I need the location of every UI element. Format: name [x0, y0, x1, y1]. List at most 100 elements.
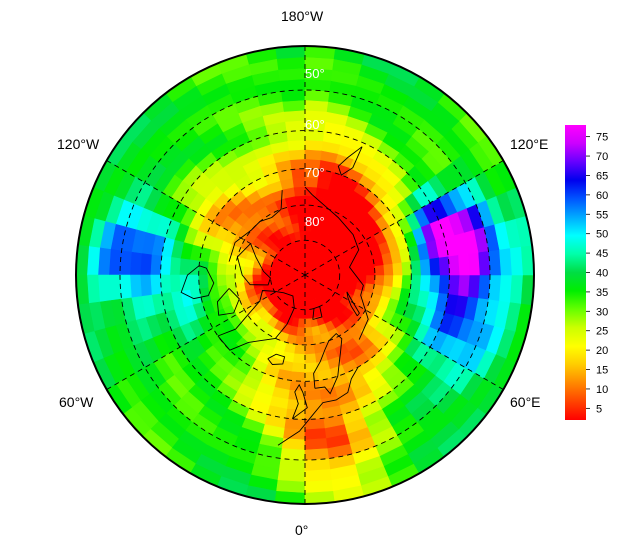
raster-cell	[207, 261, 219, 276]
colorbar-tick-label: 65	[596, 170, 608, 182]
raster-cell	[98, 274, 112, 303]
raster-cell	[391, 274, 403, 289]
lon-label-60w: 60°W	[59, 394, 94, 410]
raster-cell	[225, 264, 237, 276]
colorbar-ticks: 75 70 65 60 55 50 45 40 35 30 25 20 15 10 5	[586, 132, 608, 415]
raster-cell	[216, 263, 228, 276]
meridian-line	[304, 160, 504, 276]
raster-cell	[304, 447, 330, 461]
raster-cell	[293, 186, 306, 198]
raster-cell	[283, 110, 306, 123]
raster-cell	[467, 274, 480, 299]
raster-cell	[119, 274, 133, 300]
coastline-canadian-archipelago	[236, 243, 271, 286]
raster-cell	[300, 300, 306, 311]
raster-cell	[109, 249, 122, 276]
coastline-novaya-zemlya	[346, 291, 360, 317]
raster-cell	[283, 427, 306, 440]
colorbar-tick-label: 20	[596, 345, 608, 357]
colorbar-tick-label: 60	[596, 190, 608, 202]
raster-cell	[457, 253, 470, 276]
raster-cell	[467, 251, 480, 276]
latitude-labels: 50° 60° 70° 80°	[305, 66, 325, 229]
raster-cell	[304, 361, 319, 373]
coastline-europe	[277, 366, 359, 446]
raster-cell	[304, 437, 329, 450]
colorbar-tick-label: 70	[596, 151, 608, 163]
colorbar-tick-label: 40	[596, 268, 608, 280]
lon-label-120e: 120°E	[510, 136, 549, 152]
raster-cell	[170, 274, 182, 293]
raster-cell	[304, 427, 327, 440]
raster-cell	[304, 149, 322, 161]
colorbar-tick-label: 30	[596, 306, 608, 318]
lon-label-0: 0°	[295, 522, 309, 538]
raster-cell	[410, 259, 421, 276]
raster-cell	[304, 380, 321, 391]
raster-cell	[438, 274, 450, 295]
raster-cell	[87, 274, 101, 304]
meridian-line	[106, 160, 306, 276]
raster-cell	[294, 343, 306, 355]
raster-cell	[304, 265, 308, 276]
raster-cell	[280, 447, 306, 461]
raster-cell	[304, 239, 310, 250]
parallel-line	[234, 204, 376, 346]
raster-cell	[373, 264, 385, 276]
raster-cell	[304, 398, 323, 410]
raster-cell	[291, 177, 306, 189]
raster-cell	[304, 389, 322, 401]
raster-cell	[276, 57, 306, 71]
raster-cell	[509, 274, 523, 304]
raster-cell	[296, 326, 306, 337]
lat-label-50: 50°	[305, 66, 325, 81]
parallel-line	[269, 239, 341, 311]
raster-cell	[304, 352, 317, 364]
raster-cell	[287, 140, 306, 152]
raster-cell	[304, 140, 323, 152]
raster-cell	[304, 130, 325, 142]
meridian-line	[304, 274, 504, 390]
lat-label-60: 60°	[305, 117, 325, 132]
raster-cell	[477, 250, 491, 276]
raster-cell	[304, 468, 333, 482]
raster-cell	[269, 270, 280, 276]
colorbar-tick-label: 50	[596, 229, 608, 241]
raster-cell	[277, 68, 306, 82]
raster-cell	[276, 479, 306, 493]
raster-cell	[130, 274, 143, 299]
graticule	[106, 46, 504, 504]
raster-cell	[198, 260, 210, 276]
raster-cell	[498, 274, 512, 303]
raster-cell	[293, 352, 306, 364]
raster-cell	[289, 380, 306, 391]
coastline-baffin-island	[216, 288, 240, 316]
raster-cell	[150, 254, 163, 276]
coastline-hudson-bay	[180, 265, 215, 300]
raster-cell	[304, 335, 315, 346]
raster-cell	[488, 249, 501, 276]
raster-cell	[498, 247, 512, 276]
raster-cell	[410, 274, 421, 291]
raster-cell	[365, 265, 376, 276]
raster-cell	[391, 261, 403, 276]
colorbar-tick-label: 45	[596, 248, 608, 260]
coastline-siberia	[304, 186, 369, 340]
lon-label-120w: 120°W	[57, 136, 100, 152]
raster-cell	[160, 274, 172, 295]
raster-cell	[295, 335, 306, 346]
coastline-kamchatka	[337, 146, 363, 176]
raster-cell	[189, 274, 200, 291]
raster-cell	[304, 89, 330, 103]
coastlines	[180, 146, 369, 446]
colorbar: 75 70 65 60 55 50 45 40 35 30 25 20 15 10 5	[565, 125, 608, 420]
raster-cell	[252, 267, 263, 276]
coastline-british-isles	[291, 383, 308, 420]
raster-cell	[285, 130, 306, 142]
raster-cell	[297, 317, 306, 328]
raster-cell	[98, 247, 112, 276]
raster-cell	[281, 100, 306, 113]
raster-cell	[304, 370, 320, 382]
raster-cell	[330, 274, 341, 280]
